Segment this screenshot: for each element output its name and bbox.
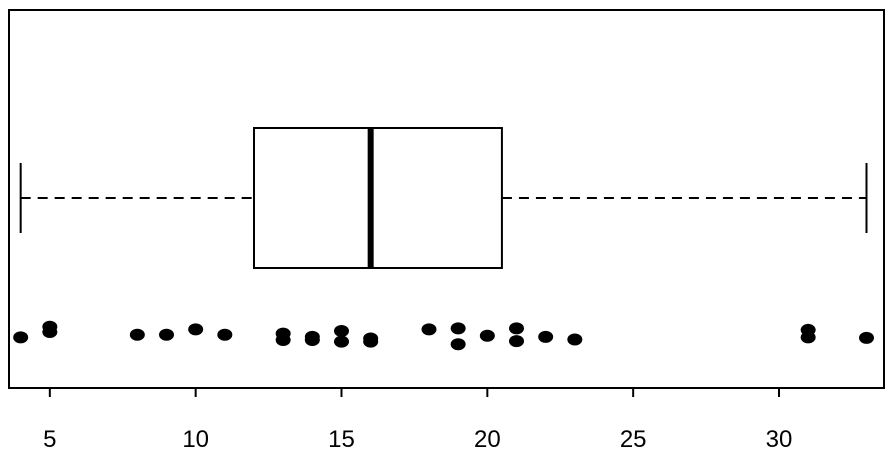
data-point-8	[275, 334, 291, 347]
data-point-17	[450, 338, 466, 351]
data-point-21	[538, 330, 554, 343]
boxplot-layer	[19, 127, 868, 269]
data-point-3	[129, 328, 145, 341]
x-tick-label-5: 5	[43, 426, 56, 453]
data-point-18	[479, 329, 495, 342]
data-point-15	[421, 323, 437, 336]
x-axis: 5 10 15 20 25 30	[43, 388, 792, 453]
data-point-19	[509, 322, 524, 335]
data-point-11	[334, 324, 349, 337]
data-point-22	[567, 333, 583, 346]
data-point-6	[217, 328, 233, 341]
data-point-0	[13, 331, 29, 344]
data-point-20	[509, 335, 524, 348]
data-point-10	[304, 334, 320, 347]
data-point-4	[159, 328, 174, 341]
x-tick-label-10: 10	[182, 426, 209, 453]
x-tick-label-25: 25	[620, 426, 647, 453]
jitter-points-layer	[13, 320, 874, 351]
data-point-24	[800, 331, 816, 344]
data-point-12	[334, 335, 349, 348]
data-point-25	[859, 331, 874, 344]
iqr-box	[253, 127, 503, 269]
plot-frame	[8, 9, 885, 389]
x-tick-label-30: 30	[766, 426, 793, 453]
x-tick-label-20: 20	[474, 426, 501, 453]
data-point-2	[42, 326, 58, 339]
x-tick-label-15: 15	[328, 426, 355, 453]
data-point-5	[188, 323, 204, 336]
data-point-14	[363, 335, 379, 348]
data-point-16	[450, 322, 466, 335]
